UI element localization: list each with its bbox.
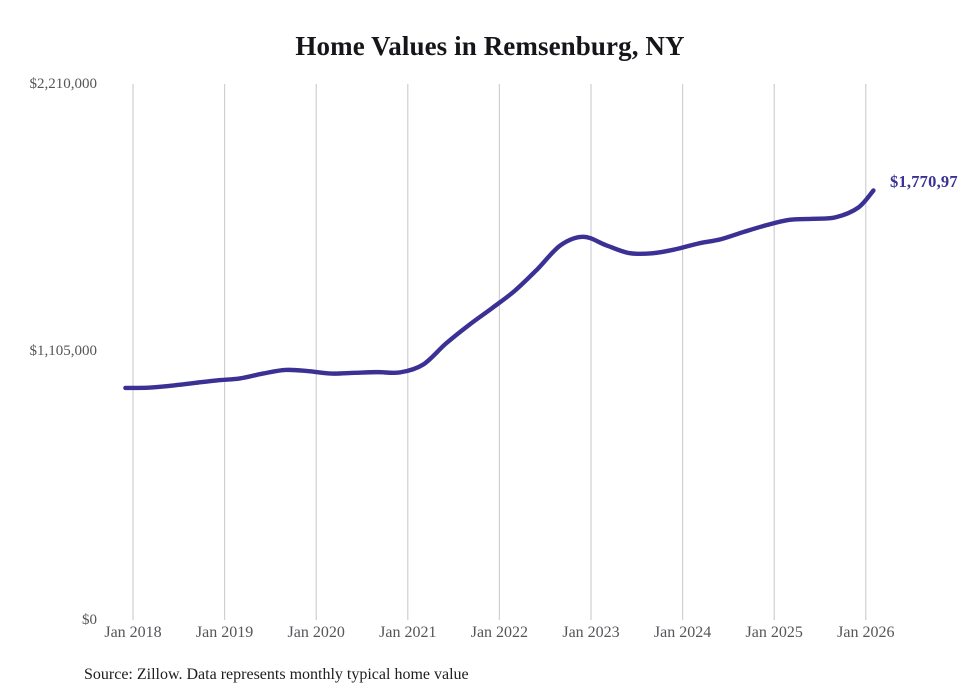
source-note: Source: Zillow. Data represents monthly … <box>84 666 469 683</box>
x-axis-tick-label-jan-2025: Jan 2025 <box>745 624 803 641</box>
y-axis-tick-label-top: $2,210,000 <box>29 76 98 92</box>
series-line-typical-home-value <box>123 188 876 391</box>
x-axis-tick-label-jan-2026: Jan 2026 <box>837 624 895 641</box>
y-axis-tick-label-middle: $1,105,000 <box>29 343 98 359</box>
x-axis-tick-label-jan-2019: Jan 2019 <box>195 624 254 641</box>
page-title: Home Values in Remsenburg, NY <box>295 31 685 61</box>
y-axis-tick-label-bottom: $0 <box>82 612 97 628</box>
vertical-gridlines <box>132 84 867 620</box>
x-axis-tick-label-jan-2022: Jan 2022 <box>470 624 529 641</box>
x-axis-tick-label-jan-2018: Jan 2018 <box>104 624 162 641</box>
x-axis-tick-label-jan-2021: Jan 2021 <box>379 624 437 641</box>
end-value-annotation: $1,770,97 <box>890 172 958 191</box>
x-axis-tick-label-jan-2023: Jan 2023 <box>562 624 620 641</box>
x-axis-tick-label-jan-2024: Jan 2024 <box>653 624 712 641</box>
x-axis-tick-label-jan-2020: Jan 2020 <box>287 624 345 641</box>
